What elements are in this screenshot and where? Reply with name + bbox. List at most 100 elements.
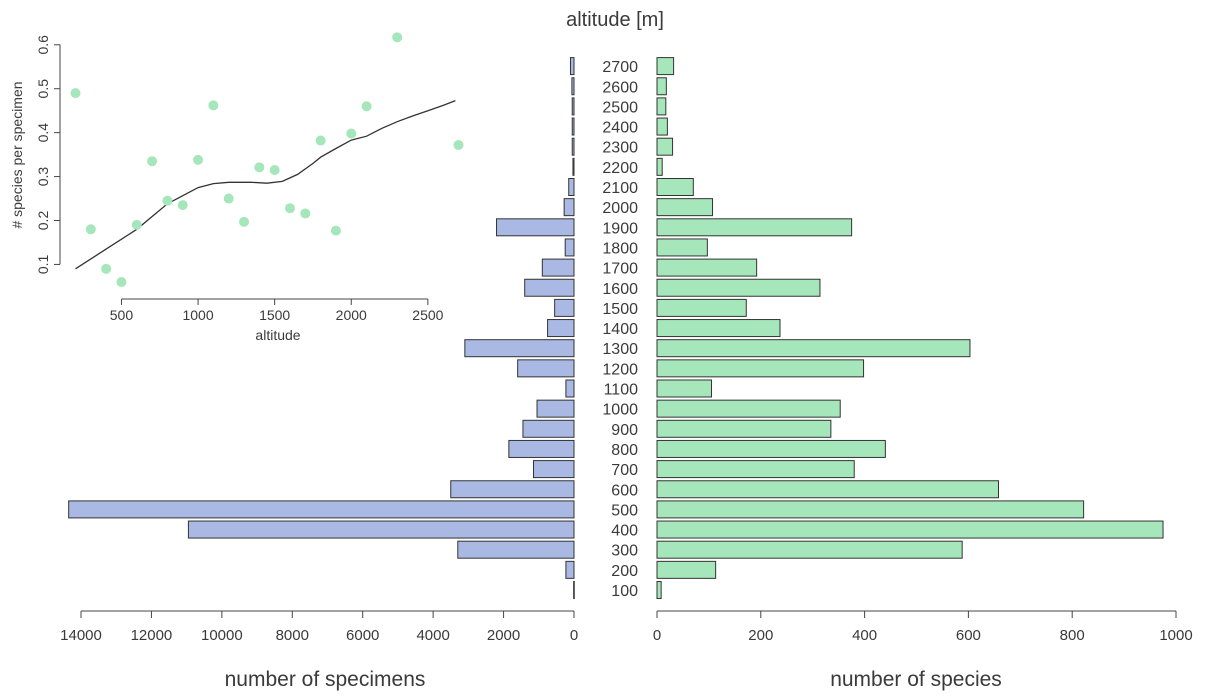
altitude-label: 2100 bbox=[602, 180, 638, 197]
altitude-label: 100 bbox=[611, 583, 638, 600]
specimens-tick-label: 2000 bbox=[487, 627, 520, 644]
specimen-bar bbox=[508, 439, 575, 458]
specimen-bar bbox=[541, 258, 575, 277]
species-tick-label: 200 bbox=[748, 627, 773, 644]
specimen-bar bbox=[464, 339, 575, 358]
specimen-bar bbox=[457, 540, 575, 559]
inset-scatter-point bbox=[284, 203, 295, 214]
inset-scatter-point bbox=[392, 32, 403, 43]
specimens-tick-label: 0 bbox=[570, 627, 578, 644]
inset-trend-line bbox=[75, 99, 456, 270]
inset-scatter-point bbox=[346, 128, 357, 139]
inset-scatter-point bbox=[239, 216, 250, 227]
specimen-bar bbox=[571, 117, 575, 136]
specimens-tick-label: 12000 bbox=[131, 627, 173, 644]
altitude-label: 1900 bbox=[602, 220, 638, 237]
altitude-label: 1500 bbox=[602, 301, 638, 318]
specimen-bar bbox=[68, 500, 575, 519]
inset-scatter-point bbox=[193, 154, 204, 165]
specimen-bar bbox=[450, 480, 575, 499]
inset-scatter-point bbox=[177, 200, 188, 211]
altitude-label: 500 bbox=[611, 502, 638, 519]
specimens-tick-label: 8000 bbox=[276, 627, 309, 644]
specimens-bar-chart: 0 2000 4000 6000 8000 10000 12000 14000 bbox=[60, 57, 578, 644]
altitude-label: 2300 bbox=[602, 140, 638, 157]
altitude-label: 2400 bbox=[602, 120, 638, 137]
inset-y-tick-label: 0.6 bbox=[35, 35, 51, 55]
altitude-label: 300 bbox=[611, 543, 638, 560]
species-tick-label: 1000 bbox=[1159, 627, 1192, 644]
inset-scatter-point bbox=[254, 162, 265, 173]
species-bar bbox=[656, 97, 667, 116]
altitude-title: altitude [m] bbox=[566, 9, 664, 31]
specimen-bar bbox=[573, 581, 575, 599]
inset-scatter-plot: 500 1000 1500 2000 2500 0.1 0.2 0.3 0.4 0.5 0.6 bbox=[35, 32, 464, 323]
species-bar bbox=[656, 500, 1085, 519]
specimen-bar bbox=[564, 238, 575, 257]
altitude-label: 900 bbox=[611, 422, 638, 439]
species-bar bbox=[656, 278, 821, 297]
species-tick-label: 400 bbox=[852, 627, 877, 644]
specimens-axis-label: number of specimens bbox=[225, 668, 426, 691]
specimen-bar bbox=[571, 137, 575, 156]
species-bar bbox=[656, 439, 886, 458]
specimen-bar bbox=[187, 520, 575, 539]
species-tick-label: 800 bbox=[1060, 627, 1085, 644]
inset-y-tick-label: 0.2 bbox=[35, 211, 51, 231]
specimen-bar bbox=[565, 560, 575, 579]
species-bar bbox=[656, 198, 714, 217]
inset-scatter-point bbox=[223, 193, 234, 204]
species-tick-label: 0 bbox=[653, 627, 661, 644]
altitude-label: 1700 bbox=[602, 261, 638, 278]
inset-y-tick-label: 0.3 bbox=[35, 167, 51, 187]
specimen-bar bbox=[565, 379, 575, 398]
altitude-label: 2200 bbox=[602, 160, 638, 177]
species-bar bbox=[656, 137, 674, 156]
inset-scatter-point bbox=[330, 225, 341, 236]
inset-x-tick-label: 1000 bbox=[182, 307, 213, 323]
species-bar bbox=[656, 379, 712, 398]
species-bar bbox=[656, 520, 1164, 539]
inset-scatter-point bbox=[116, 277, 127, 287]
altitude-label: 1200 bbox=[602, 361, 638, 378]
specimen-bar bbox=[517, 359, 575, 378]
inset-scatter-point bbox=[70, 88, 81, 99]
species-bar bbox=[656, 540, 963, 559]
altitude-label: 200 bbox=[611, 563, 638, 580]
specimen-bar bbox=[522, 419, 575, 438]
species-bar bbox=[656, 238, 708, 257]
specimen-bar bbox=[571, 97, 575, 116]
inset-scatter-point bbox=[101, 263, 112, 274]
inset-x-axis-label: altitude bbox=[255, 327, 300, 343]
specimen-bar bbox=[563, 198, 575, 217]
inset-scatter-point bbox=[162, 195, 173, 206]
specimen-bar bbox=[547, 319, 575, 338]
specimen-bar bbox=[554, 298, 575, 317]
inset-x-tick-label: 2500 bbox=[412, 307, 443, 323]
specimens-tick-label: 4000 bbox=[416, 627, 449, 644]
species-bar bbox=[656, 298, 747, 317]
altitude-label: 1400 bbox=[602, 321, 638, 338]
inset-scatter-point bbox=[300, 208, 311, 219]
inset-y-tick-label: 0.5 bbox=[35, 79, 51, 99]
specimen-bar bbox=[524, 278, 575, 297]
species-bar bbox=[656, 419, 832, 438]
species-bar bbox=[656, 319, 781, 338]
inset-x-tick-label: 1500 bbox=[259, 307, 290, 323]
species-bar bbox=[656, 178, 694, 196]
species-bar bbox=[656, 157, 663, 176]
inset-y-tick-label: 0.4 bbox=[35, 123, 51, 143]
species-bar bbox=[656, 359, 865, 378]
species-tick-label: 600 bbox=[956, 627, 981, 644]
specimen-bar bbox=[568, 178, 575, 196]
inset-x-tick-label: 2000 bbox=[336, 307, 367, 323]
specimens-tick-label: 6000 bbox=[346, 627, 379, 644]
specimen-bar bbox=[496, 218, 575, 237]
altitude-label: 800 bbox=[611, 442, 638, 459]
inset-scatter-point bbox=[361, 101, 372, 112]
inset-scatter-point bbox=[453, 139, 464, 150]
altitude-label: 2000 bbox=[602, 200, 638, 217]
altitude-label: 1300 bbox=[602, 341, 638, 358]
altitude-label: 1000 bbox=[602, 402, 638, 419]
